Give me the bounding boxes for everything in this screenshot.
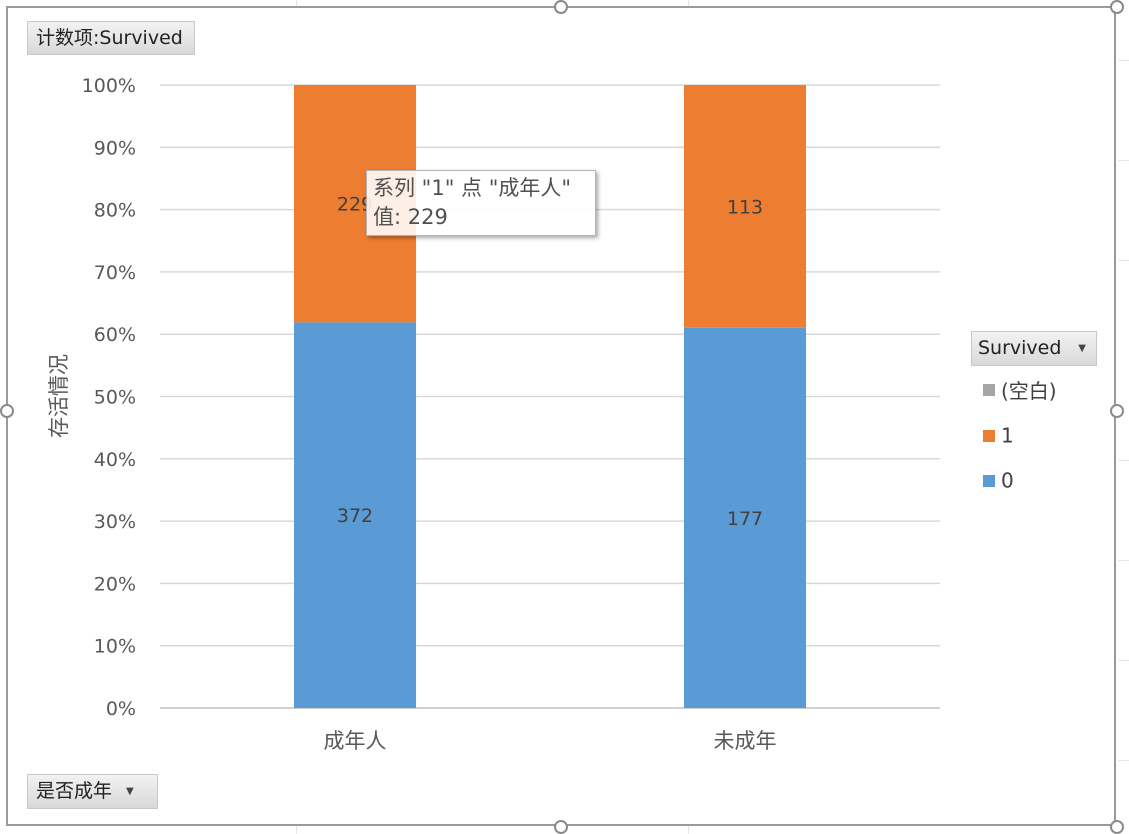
sheet-gridline (1118, 160, 1129, 161)
sheet-gridline (1118, 260, 1129, 261)
data-label: 113 (727, 196, 763, 218)
sheet-gridline (1118, 760, 1129, 761)
legend-label: 0 (1001, 468, 1014, 493)
pivot-chart-frame[interactable] (6, 6, 1116, 826)
data-point-tooltip: 系列 "1" 点 "成年人" 值: 229 (366, 170, 596, 236)
y-tick-label: 90% (94, 137, 136, 159)
axis-field-button[interactable]: 是否成年 ▼ (27, 774, 158, 809)
sheet-gridline (1118, 560, 1129, 561)
sheet-gridline (1118, 60, 1129, 61)
chevron-down-icon[interactable]: ▼ (1078, 343, 1086, 354)
x-tick-label: 未成年 (714, 729, 777, 753)
y-tick-label: 60% (94, 324, 136, 346)
bar-segment (683, 85, 807, 328)
legend-item-1[interactable]: 1 (983, 422, 1014, 448)
y-axis-title: 存活情况 (47, 354, 71, 438)
resize-handle-top[interactable] (554, 0, 568, 14)
legend-swatch (983, 383, 995, 396)
legend[interactable]: Survived ▼ (空白) 1 0 (971, 331, 1097, 493)
axis-field-label: 是否成年 (36, 780, 113, 802)
y-tick-label: 80% (94, 200, 136, 222)
legend-label: 1 (1001, 423, 1014, 448)
value-field-label: 计数项:Survived (36, 27, 183, 49)
y-tick-label: 0% (106, 698, 136, 720)
tooltip-value: 值: 229 (373, 205, 448, 229)
x-tick-label: 成年人 (324, 729, 387, 753)
y-tick-label: 50% (94, 387, 136, 409)
chevron-down-icon[interactable]: ▼ (126, 785, 134, 797)
legend-swatch (983, 474, 995, 487)
resize-handle-right[interactable] (1110, 404, 1124, 418)
data-label: 372 (337, 505, 373, 527)
legend-item-0[interactable]: 0 (983, 467, 1014, 493)
resize-handle-top-right[interactable] (1110, 0, 1124, 14)
y-tick-label: 100% (82, 75, 136, 97)
legend-swatch (983, 429, 995, 442)
y-tick-label: 20% (94, 573, 136, 595)
bar-segment (293, 322, 417, 708)
y-tick-label: 30% (94, 511, 136, 533)
value-field-button[interactable]: 计数项:Survived (27, 21, 195, 55)
legend-field-button[interactable]: Survived ▼ (971, 331, 1097, 366)
resize-handle-left[interactable] (0, 404, 14, 418)
sheet-gridline (1118, 660, 1129, 661)
sheet-gridline (1118, 460, 1129, 461)
y-tick-label: 70% (94, 262, 136, 284)
resize-handle-bottom[interactable] (554, 820, 568, 834)
y-tick-label: 10% (94, 636, 136, 658)
tooltip-series-point: 系列 "1" 点 "成年人" (373, 176, 572, 200)
legend-label: (空白) (1001, 379, 1057, 403)
legend-field-label: Survived (978, 337, 1062, 359)
legend-item-blank[interactable]: (空白) (983, 375, 1057, 403)
data-label: 229 (337, 194, 373, 216)
y-tick-label: 40% (94, 449, 136, 471)
resize-handle-bottom-right[interactable] (1110, 820, 1124, 834)
bar-segment (683, 327, 807, 708)
data-label: 177 (727, 508, 763, 530)
